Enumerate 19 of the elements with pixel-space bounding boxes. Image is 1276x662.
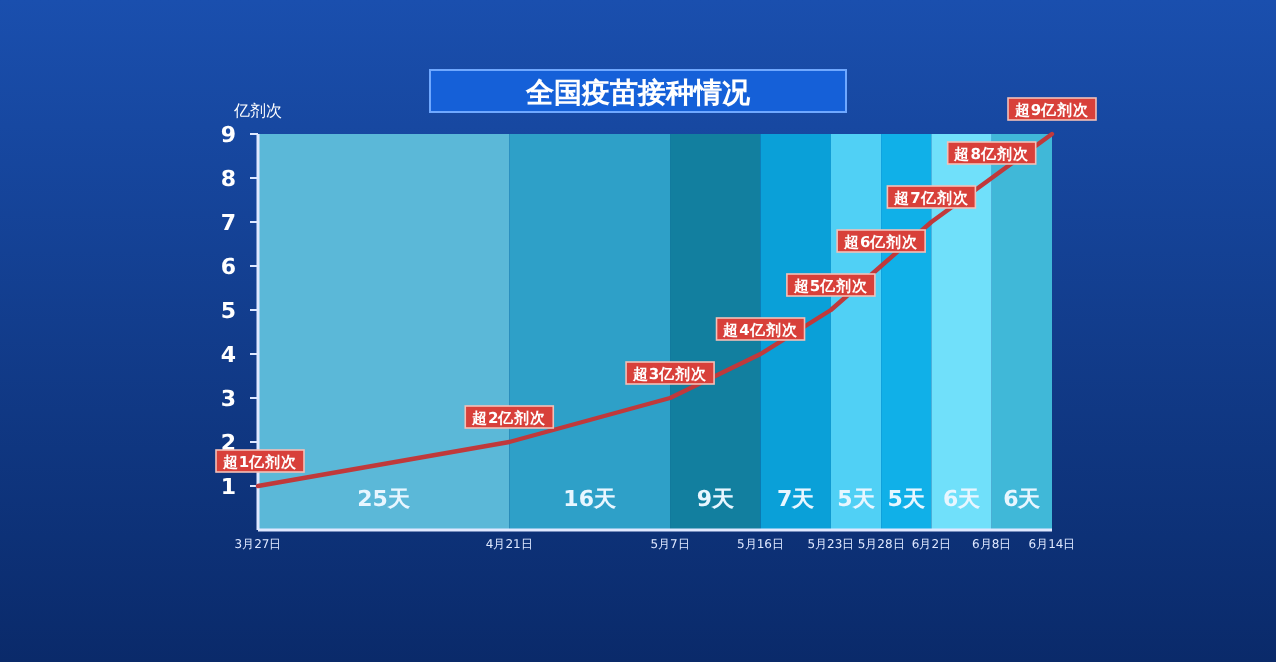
y-axis-title: 亿剂次 (232, 102, 282, 120)
y-tick-label: 8 (220, 166, 236, 192)
band-label: 7天 (777, 486, 817, 512)
band-label: 5天 (837, 486, 877, 512)
band-label: 16天 (563, 486, 618, 512)
band-label: 6天 (942, 486, 983, 512)
band-label: 9天 (696, 486, 736, 512)
y-tick-label: 3 (220, 386, 236, 412)
y-tick-label: 2 (220, 430, 236, 456)
band-label: 5天 (887, 486, 927, 512)
chart-title: 全国疫苗接种情况 (524, 76, 752, 110)
y-tick-label: 1 (220, 474, 236, 500)
y-tick-label: 7 (220, 210, 236, 236)
y-tick-label: 9 (220, 122, 236, 148)
y-tick-label: 5 (220, 298, 236, 324)
y-tick-label: 6 (220, 254, 237, 280)
band-label: 6天 (1003, 486, 1043, 512)
y-tick-label: 4 (220, 342, 237, 368)
band-label: 25天 (357, 486, 412, 512)
